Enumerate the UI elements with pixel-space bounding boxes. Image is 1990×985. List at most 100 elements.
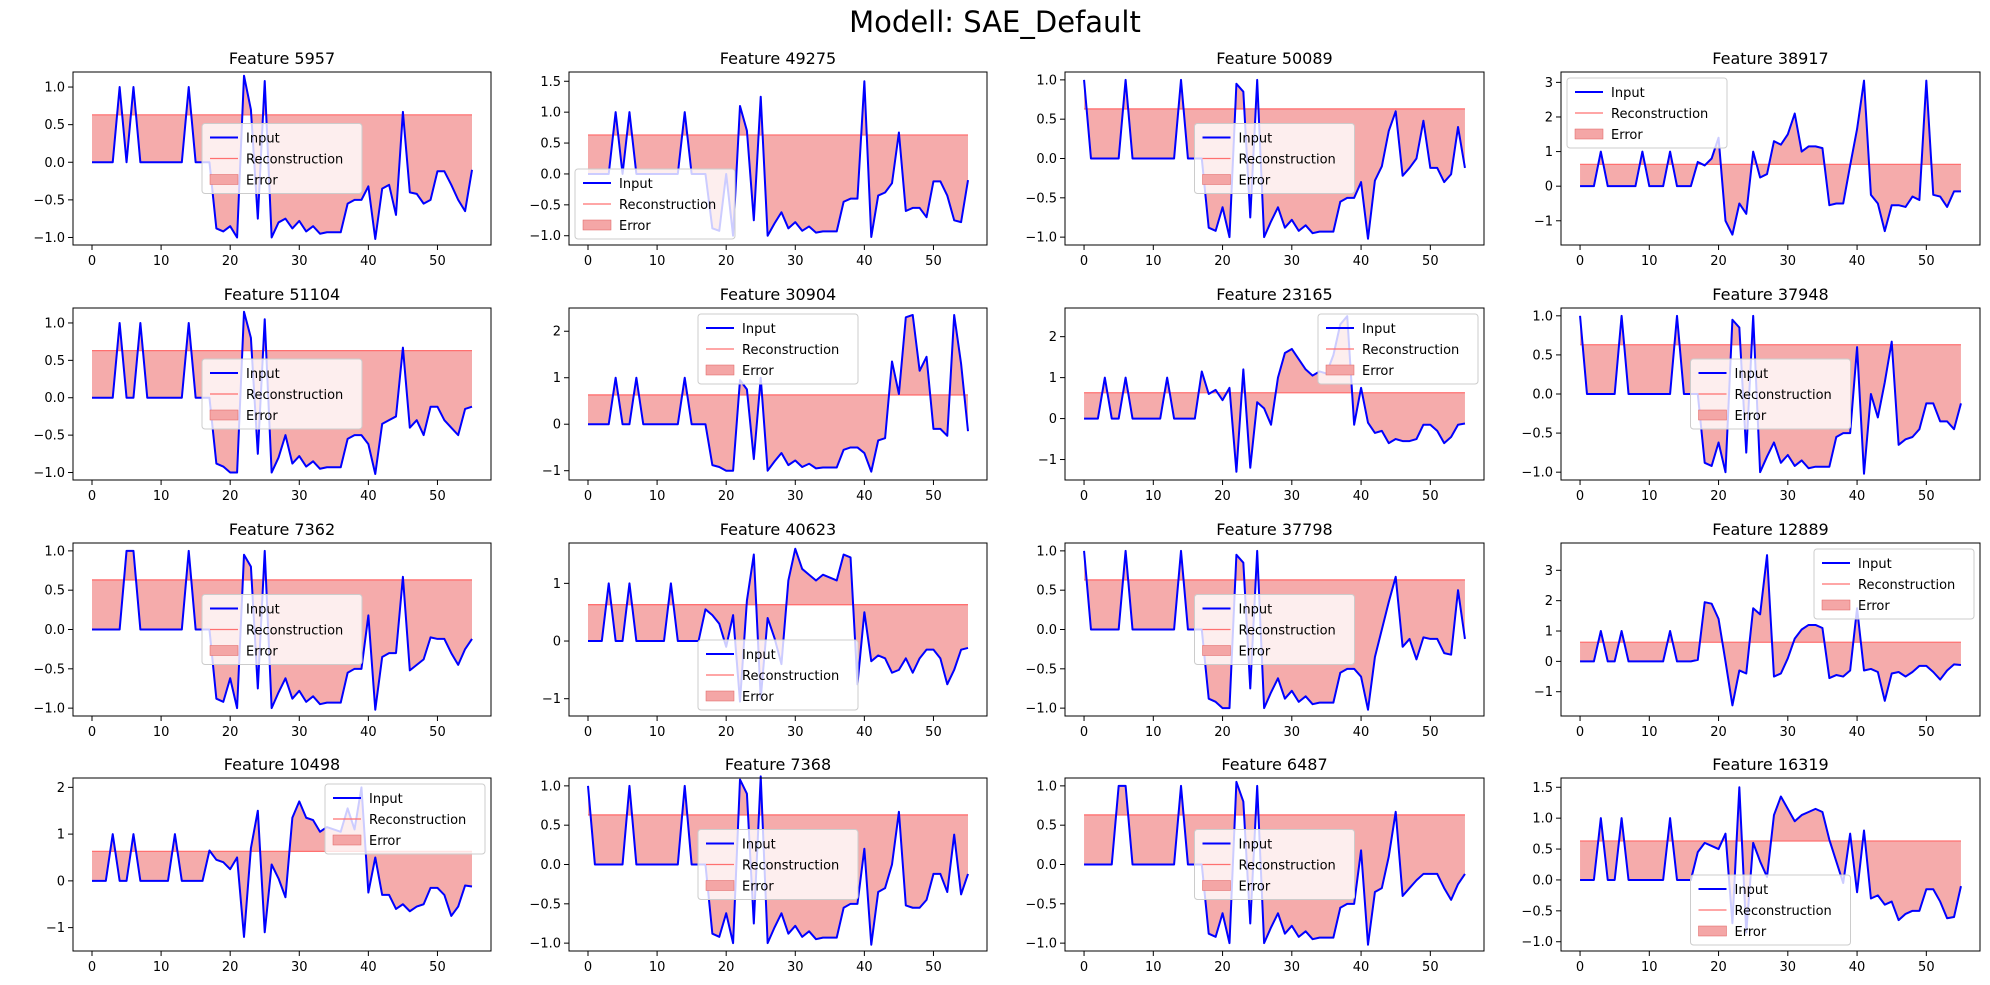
legend-reconstruction-label: Reconstruction <box>1362 343 1459 358</box>
y-tick-label: 2 <box>1049 330 1057 345</box>
legend-error-label: Error <box>1735 409 1767 424</box>
y-tick-label: −1.0 <box>33 702 65 717</box>
x-tick-label: 40 <box>1849 960 1866 975</box>
subplot-title: Feature 50089 <box>1216 49 1332 68</box>
x-tick-label: 0 <box>1576 960 1584 975</box>
y-tick-label: 0.0 <box>1532 388 1553 403</box>
x-tick-label: 50 <box>925 489 942 504</box>
legend-box <box>324 783 486 855</box>
x-tick-label: 40 <box>856 489 873 504</box>
x-tick-label: 50 <box>1918 489 1935 504</box>
y-tick-label: 0.0 <box>1036 623 1057 638</box>
legend-reconstruction-label: Reconstruction <box>369 813 466 828</box>
x-tick-label: 50 <box>925 254 942 269</box>
legend-error-swatch <box>582 219 612 231</box>
legend-error-label: Error <box>369 834 401 849</box>
x-tick-label: 50 <box>1422 489 1439 504</box>
y-tick-label: 1.0 <box>540 106 561 121</box>
input-line <box>1084 315 1466 473</box>
subplot: Feature 50089 0 10 20 30 40 50 −1.0 −0.5 0.0 0.5 1.… <box>1025 49 1485 269</box>
x-tick-label: 0 <box>584 960 592 975</box>
x-tick-label: 40 <box>360 489 377 504</box>
legend-error-swatch <box>1202 880 1231 891</box>
axes-frame <box>568 542 988 717</box>
legend-reconstruction-label: Reconstruction <box>1239 624 1336 639</box>
legend-error-label: Error <box>1735 925 1767 940</box>
x-tick-label: 0 <box>88 960 96 975</box>
x-tick-label: 10 <box>649 254 666 269</box>
y-tick-label: 0 <box>57 874 65 889</box>
x-tick-label: 0 <box>584 489 592 504</box>
x-tick-label: 20 <box>1214 960 1231 975</box>
input-line <box>1580 554 1962 707</box>
y-tick-label: −1.0 <box>1025 702 1057 717</box>
x-tick-label: 50 <box>1918 725 1935 740</box>
x-tick-label: 40 <box>1353 489 1370 504</box>
x-tick-label: 50 <box>429 254 446 269</box>
y-tick-label: 0.0 <box>1532 873 1553 888</box>
axes-frame <box>72 777 492 952</box>
subplot: Feature 16319 0 10 20 30 40 50 −1.0 −0.5 0.0 0.5 1.… <box>1521 755 1981 975</box>
legend-box <box>697 313 859 385</box>
x-tick-label: 50 <box>1422 254 1439 269</box>
y-tick-label: −0.5 <box>529 198 561 213</box>
legend-input-label: Input <box>1735 367 1769 382</box>
legend-box <box>1194 829 1355 900</box>
legend-input-label: Input <box>742 322 776 337</box>
y-tick-label: −1.0 <box>1025 231 1057 246</box>
x-tick-label: 10 <box>153 489 170 504</box>
legend-error-label: Error <box>1362 364 1394 379</box>
axes-frame <box>1560 71 1981 246</box>
legend: Input Reconstruction Error <box>1566 77 1728 149</box>
legend: Input Reconstruction Error <box>697 313 859 385</box>
y-tick-label: −1 <box>542 692 561 707</box>
subplot-title: Feature 16319 <box>1712 755 1828 774</box>
subplot: Feature 7368 0 10 20 30 40 50 −1.0 −0.5 0.0 0.5 1.0… <box>529 755 988 975</box>
y-tick-label: −1.0 <box>33 231 65 246</box>
y-tick-label: 3 <box>1545 76 1553 91</box>
y-tick-label: 1.0 <box>1036 73 1057 88</box>
x-tick-label: 10 <box>649 725 666 740</box>
y-tick-label: 1.0 <box>44 544 65 559</box>
input-line <box>92 549 473 711</box>
y-tick-label: 1 <box>553 577 561 592</box>
axes-frame <box>1560 777 1981 952</box>
y-tick-label: 0.5 <box>1036 113 1057 128</box>
legend-box <box>1690 874 1851 946</box>
y-tick-label: 1.0 <box>1036 544 1057 559</box>
legend: Input Reconstruction Error <box>1194 829 1355 900</box>
input-line <box>1083 78 1466 240</box>
subplot-title: Feature 37798 <box>1216 520 1332 539</box>
x-tick-label: 40 <box>856 254 873 269</box>
y-tick-label: 2 <box>553 325 561 340</box>
legend: Input Reconstruction Error <box>324 783 486 855</box>
x-tick-label: 40 <box>1353 960 1370 975</box>
y-tick-label: 1.0 <box>44 81 65 96</box>
y-tick-label: −0.5 <box>1521 904 1553 919</box>
x-tick-label: 10 <box>1641 960 1658 975</box>
y-tick-label: 0.0 <box>44 156 65 171</box>
y-tick-label: 0.0 <box>1036 152 1057 167</box>
legend-box <box>201 594 363 665</box>
legend-reconstruction-label: Reconstruction <box>1611 107 1708 122</box>
legend: Input Reconstruction Error <box>697 639 859 711</box>
legend-error-swatch <box>332 834 362 846</box>
legend-box <box>574 168 736 240</box>
subplot: Feature 5957 0 10 20 30 40 50 −1.0 −0.5 0.0 0.5 1.0… <box>33 49 492 269</box>
y-tick-label: −1 <box>1534 685 1553 700</box>
y-tick-label: −0.5 <box>33 662 65 677</box>
error-area <box>588 314 968 472</box>
input-line <box>1579 314 1962 475</box>
x-tick-label: 20 <box>718 725 735 740</box>
y-tick-label: 0.5 <box>44 118 65 133</box>
x-tick-label: 0 <box>584 725 592 740</box>
error-area <box>1084 316 1465 472</box>
legend: Input Reconstruction Error <box>574 168 736 240</box>
legend-error-label: Error <box>246 409 278 424</box>
x-tick-label: 30 <box>1284 960 1301 975</box>
y-tick-label: −0.5 <box>33 193 65 208</box>
legend-error-swatch <box>1325 364 1355 376</box>
legend-input-label: Input <box>246 132 280 147</box>
legend-reconstruction-label: Reconstruction <box>1735 904 1832 919</box>
legend-error-swatch <box>209 645 239 656</box>
